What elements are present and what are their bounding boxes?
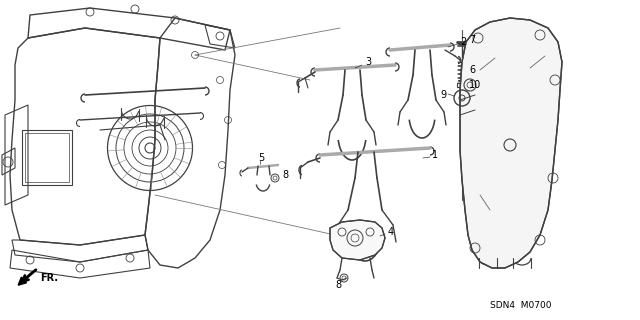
- Text: 2: 2: [460, 37, 467, 47]
- Polygon shape: [330, 220, 385, 260]
- Text: 5: 5: [258, 153, 264, 163]
- Text: 8: 8: [282, 170, 288, 180]
- Text: 1: 1: [432, 150, 438, 160]
- Text: FR.: FR.: [40, 273, 58, 283]
- Text: 6: 6: [469, 65, 475, 75]
- Text: 3: 3: [365, 57, 371, 67]
- Text: 4: 4: [388, 227, 394, 237]
- Bar: [457, 83, 467, 87]
- Polygon shape: [460, 18, 562, 268]
- Text: 8: 8: [335, 280, 341, 290]
- Text: 10: 10: [469, 80, 481, 90]
- Bar: [462, 108, 480, 133]
- Text: 7: 7: [469, 35, 476, 45]
- Text: 9: 9: [440, 90, 446, 100]
- Bar: [22, 130, 72, 185]
- Text: SDN4  M0700: SDN4 M0700: [490, 300, 552, 309]
- Bar: [25, 133, 69, 182]
